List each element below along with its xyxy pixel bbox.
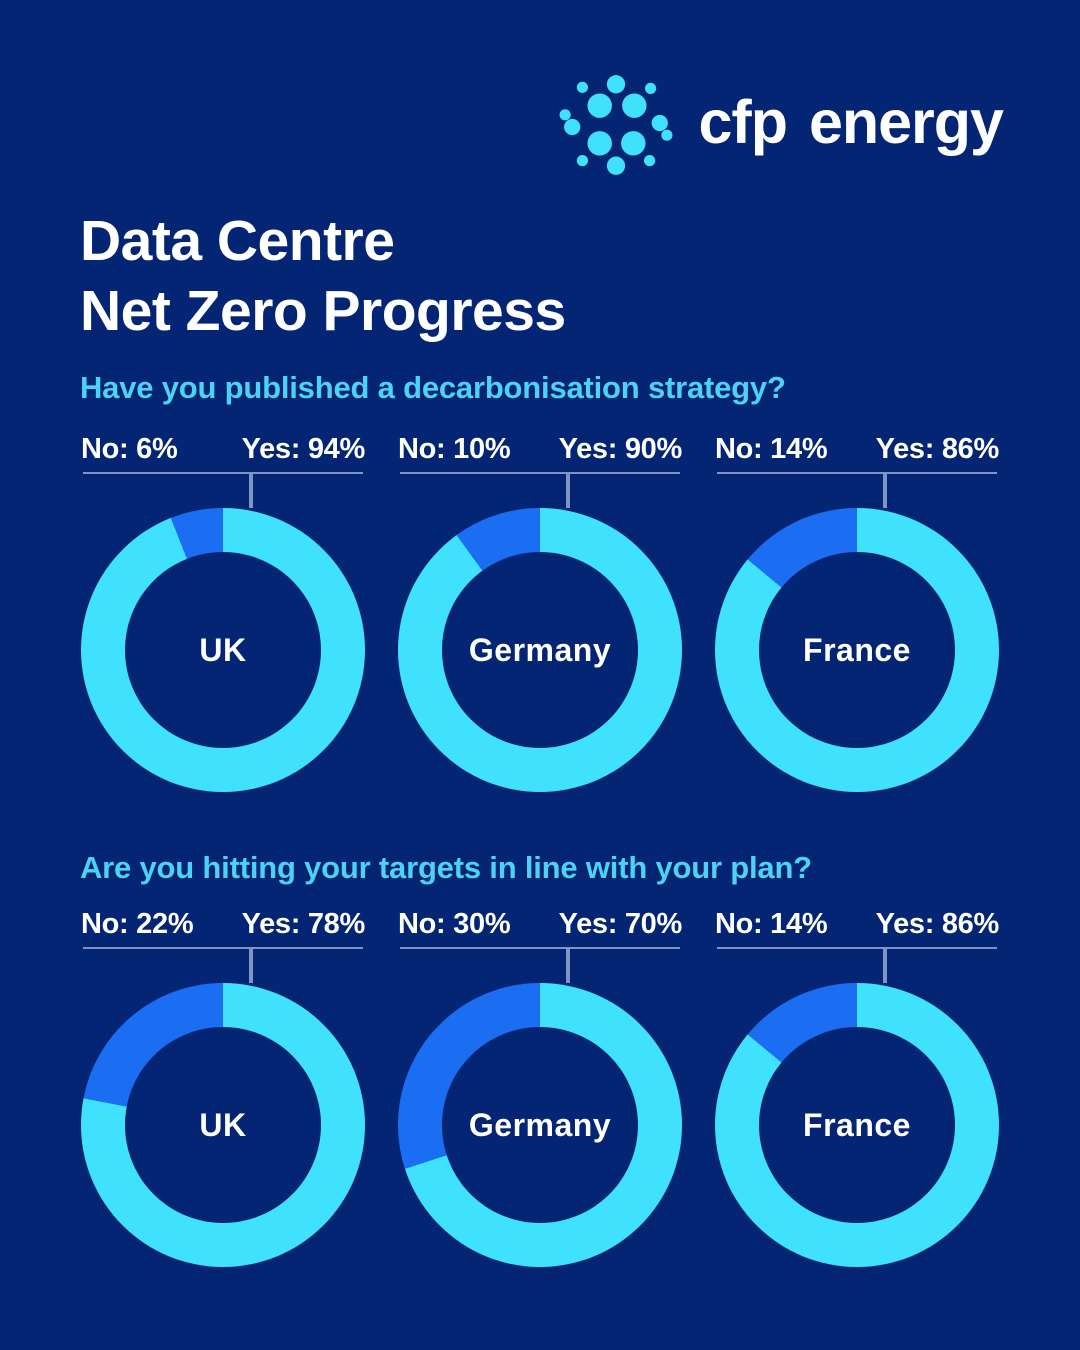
donut-ring: Germany bbox=[398, 983, 682, 1267]
page-title: Data Centre Net Zero Progress bbox=[80, 206, 566, 346]
donut-chart-s2-france: No: 14% Yes: 86% France bbox=[715, 908, 999, 1267]
yes-leader-line bbox=[251, 472, 363, 508]
no-leader-line bbox=[83, 472, 251, 508]
section2-charts-row: No: 22% Yes: 78% UK No: 30% Yes: 70% bbox=[81, 908, 999, 1267]
yes-leader-line bbox=[568, 947, 680, 983]
no-leader-line bbox=[717, 472, 885, 508]
donut-hole bbox=[759, 1027, 955, 1223]
yes-leader-line bbox=[251, 947, 363, 983]
pct-labels: No: 6% Yes: 94% bbox=[81, 433, 365, 467]
no-pct-label: No: 14% bbox=[715, 908, 828, 940]
country-label: Germany bbox=[468, 631, 612, 668]
donut-hole bbox=[125, 1027, 321, 1223]
donut-chart-s1-germany: No: 10% Yes: 90% Germany bbox=[398, 433, 682, 792]
donut-ring: France bbox=[715, 508, 999, 792]
yes-leader-line bbox=[885, 472, 997, 508]
yes-pct-label: Yes: 90% bbox=[558, 433, 683, 465]
pct-labels: No: 14% Yes: 86% bbox=[715, 908, 999, 942]
donut-chart-s1-france: No: 14% Yes: 86% France bbox=[715, 433, 999, 792]
donut-ring: UK bbox=[81, 983, 365, 1267]
donut-hole bbox=[125, 552, 321, 748]
no-pct-label: No: 22% bbox=[81, 908, 194, 940]
cfp-energy-dots-icon bbox=[559, 75, 672, 175]
donut-chart-s1-uk: No: 6% Yes: 94% UK bbox=[81, 433, 365, 792]
country-label: France bbox=[803, 631, 911, 668]
donut-chart-s2-uk: No: 22% Yes: 78% UK bbox=[81, 908, 365, 1267]
leader-lines bbox=[715, 947, 999, 983]
yes-pct-label: Yes: 86% bbox=[875, 908, 1000, 940]
section1-question: Have you published a decarbonisation str… bbox=[80, 370, 786, 405]
page-title-line1: Data Centre bbox=[80, 209, 395, 273]
yes-pct-label: Yes: 70% bbox=[558, 908, 683, 940]
section2-question: Are you hitting your targets in line wit… bbox=[80, 850, 812, 885]
pct-labels: No: 30% Yes: 70% bbox=[398, 908, 682, 942]
no-leader-line bbox=[400, 472, 568, 508]
yes-leader-line bbox=[885, 947, 997, 983]
no-pct-label: No: 30% bbox=[398, 908, 511, 940]
page-title-line2: Net Zero Progress bbox=[80, 279, 566, 344]
yes-pct-label: Yes: 86% bbox=[875, 433, 1000, 465]
leader-lines bbox=[715, 472, 999, 508]
leader-lines bbox=[81, 472, 365, 508]
no-leader-line bbox=[717, 947, 885, 983]
donut-chart-s2-germany: No: 30% Yes: 70% Germany bbox=[398, 908, 682, 1267]
pct-labels: No: 14% Yes: 86% bbox=[715, 433, 999, 467]
yes-pct-label: Yes: 78% bbox=[241, 908, 366, 940]
country-label: UK bbox=[199, 631, 247, 668]
no-leader-line bbox=[400, 947, 568, 983]
donut-hole bbox=[759, 552, 955, 748]
donut-hole bbox=[442, 1027, 638, 1223]
no-pct-label: No: 6% bbox=[81, 433, 178, 465]
country-label: Germany bbox=[468, 1106, 612, 1143]
pct-labels: No: 10% Yes: 90% bbox=[398, 433, 682, 467]
donut-ring: France bbox=[715, 983, 999, 1267]
pct-labels: No: 22% Yes: 78% bbox=[81, 908, 365, 942]
no-leader-line bbox=[83, 947, 251, 983]
cfp-energy-logo: cfp energy bbox=[559, 68, 1004, 182]
no-pct-label: No: 10% bbox=[398, 433, 511, 465]
donut-ring: UK bbox=[81, 508, 365, 792]
donut-hole bbox=[442, 552, 638, 748]
yes-pct-label: Yes: 94% bbox=[241, 433, 366, 465]
country-label: France bbox=[803, 1106, 911, 1143]
leader-lines bbox=[81, 947, 365, 983]
yes-leader-line bbox=[568, 472, 680, 508]
section1-charts-row: No: 6% Yes: 94% UK No: 10% Yes: 90% bbox=[81, 433, 999, 792]
country-label: UK bbox=[199, 1106, 247, 1143]
brand-name: cfp energy bbox=[698, 87, 1004, 156]
no-pct-label: No: 14% bbox=[715, 433, 828, 465]
leader-lines bbox=[398, 947, 682, 983]
donut-ring: Germany bbox=[398, 508, 682, 792]
leader-lines bbox=[398, 472, 682, 508]
